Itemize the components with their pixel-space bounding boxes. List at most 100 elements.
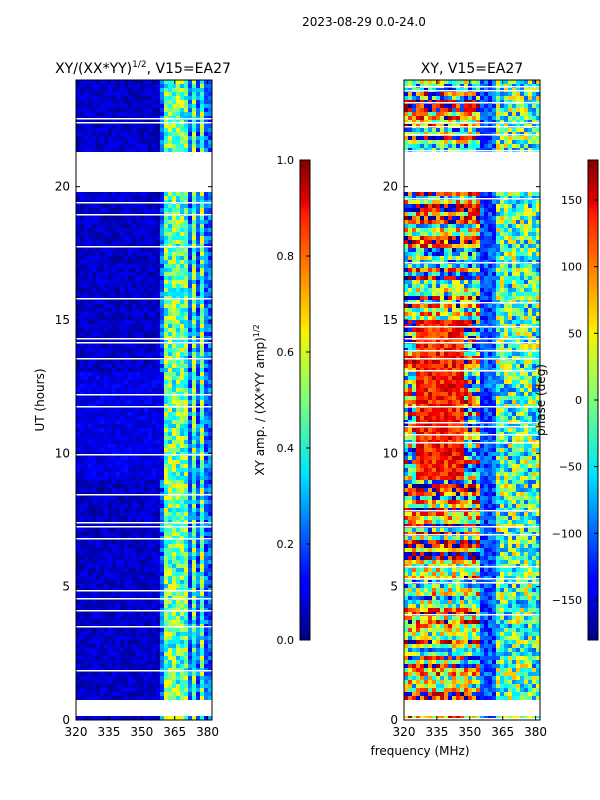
amplitude-heatmap-cell <box>168 216 173 221</box>
amplitude-heatmap-cell <box>96 440 101 445</box>
amplitude-heatmap-cell <box>132 516 137 521</box>
amplitude-heatmap-cell <box>84 364 89 369</box>
amplitude-heatmap-cell <box>136 504 141 509</box>
amplitude-heatmap-cell <box>120 328 125 333</box>
amplitude-heatmap-cell <box>184 308 189 313</box>
amplitude-heatmap-cell <box>196 232 201 237</box>
amplitude-heatmap-cell <box>144 364 149 369</box>
amplitude-heatmap-cell <box>76 696 81 701</box>
amplitude-heatmap-cell <box>120 304 125 309</box>
amplitude-heatmap-cell <box>168 84 173 89</box>
amplitude-heatmap-cell <box>128 228 133 233</box>
amplitude-heatmap-cell <box>200 324 205 329</box>
amplitude-heatmap-cell <box>160 548 165 553</box>
amplitude-heatmap-cell <box>144 456 149 461</box>
amplitude-heatmap-cell <box>196 80 201 85</box>
amplitude-heatmap-cell <box>116 292 121 297</box>
amplitude-heatmap-cell <box>120 688 125 693</box>
amplitude-heatmap-cell <box>96 216 101 221</box>
amplitude-heatmap-cell <box>164 364 169 369</box>
amplitude-heatmap-cell <box>116 516 121 521</box>
amplitude-heatmap-cell <box>200 468 205 473</box>
amplitude-heatmap-cell <box>128 572 133 577</box>
amplitude-heatmap-cell <box>200 112 205 117</box>
amplitude-heatmap-cell <box>204 420 209 425</box>
amplitude-heatmap-cell <box>208 272 212 277</box>
amplitude-heatmap-cell <box>136 460 141 465</box>
amplitude-heatmap-cell <box>124 544 129 549</box>
amplitude-heatmap-cell <box>192 664 197 669</box>
amplitude-heatmap-cell <box>168 496 173 501</box>
amplitude-heatmap-cell <box>208 456 212 461</box>
amplitude-heatmap-cell <box>148 500 153 505</box>
amplitude-heatmap-cell <box>76 136 81 141</box>
amplitude-heatmap-cell <box>156 564 161 569</box>
amplitude-heatmap-cell <box>108 684 113 689</box>
amplitude-heatmap-cell <box>204 516 209 521</box>
amplitude-heatmap-flag-line <box>76 202 212 204</box>
amplitude-heatmap-cell <box>112 236 117 241</box>
amplitude-heatmap-cell <box>108 448 113 453</box>
amplitude-heatmap-cell <box>160 80 165 85</box>
amplitude-heatmap-cell <box>96 564 101 569</box>
amplitude-heatmap-cell <box>124 528 129 533</box>
amplitude-heatmap-cell <box>132 508 137 513</box>
amplitude-heatmap-cell <box>180 508 185 513</box>
amplitude-heatmap-cell <box>84 484 89 489</box>
amplitude-heatmap-cell <box>136 580 141 585</box>
amplitude-heatmap-cell <box>172 584 177 589</box>
amplitude-heatmap-cell <box>80 252 85 257</box>
amplitude-heatmap-cell <box>168 652 173 657</box>
amplitude-heatmap-cell <box>176 128 181 133</box>
amplitude-heatmap-cell <box>96 412 101 417</box>
amplitude-heatmap-cell <box>104 368 109 373</box>
amplitude-heatmap-cell <box>160 484 165 489</box>
amplitude-heatmap-cell <box>148 364 153 369</box>
amplitude-heatmap-cell <box>148 352 153 357</box>
amplitude-heatmap-cell <box>116 556 121 561</box>
amplitude-heatmap-cell <box>108 80 113 85</box>
amplitude-heatmap-cell <box>80 480 85 485</box>
amplitude-heatmap-cell <box>116 456 121 461</box>
amplitude-heatmap-cell <box>136 532 141 537</box>
amplitude-heatmap-cell <box>176 280 181 285</box>
amplitude-heatmap-cell <box>100 636 105 641</box>
amplitude-heatmap-cell <box>100 544 105 549</box>
amplitude-heatmap-cell <box>120 604 125 609</box>
amplitude-heatmap-cell <box>180 548 185 553</box>
amplitude-heatmap-cell <box>84 512 89 517</box>
amplitude-heatmap-cell <box>180 128 185 133</box>
amplitude-heatmap-cell <box>116 260 121 265</box>
amplitude-heatmap-cell <box>100 472 105 477</box>
amplitude-heatmap-cell <box>124 660 129 665</box>
amplitude-heatmap-cell <box>136 344 141 349</box>
amplitude-heatmap-cell <box>136 652 141 657</box>
amplitude-heatmap-cell <box>116 616 121 621</box>
amplitude-heatmap-cell <box>124 436 129 441</box>
amplitude-heatmap-cell <box>104 664 109 669</box>
amplitude-heatmap-cell <box>200 284 205 289</box>
amplitude-heatmap-cell <box>164 612 169 617</box>
amplitude-heatmap-cell <box>136 476 141 481</box>
amplitude-heatmap-cell <box>196 572 201 577</box>
amplitude-heatmap-cell <box>152 716 157 720</box>
amplitude-heatmap-cell <box>108 344 113 349</box>
amplitude-heatmap-cell <box>108 260 113 265</box>
amplitude-heatmap-cell <box>156 576 161 581</box>
amplitude-heatmap-cell <box>124 380 129 385</box>
amplitude-heatmap-cell <box>108 348 113 353</box>
amplitude-heatmap-cell <box>152 640 157 645</box>
amplitude-heatmap-cell <box>204 144 209 149</box>
amplitude-heatmap-cell <box>168 448 173 453</box>
amplitude-heatmap-cell <box>100 304 105 309</box>
amplitude-heatmap-cell <box>156 644 161 649</box>
amplitude-heatmap-cell <box>196 276 201 281</box>
amplitude-heatmap-cell <box>80 416 85 421</box>
amplitude-heatmap-cell <box>208 360 212 365</box>
amplitude-heatmap-cell <box>148 100 153 105</box>
amplitude-heatmap-cell <box>156 228 161 233</box>
amplitude-heatmap-cell <box>116 380 121 385</box>
amplitude-heatmap-cell <box>172 628 177 633</box>
amplitude-heatmap-flag-line <box>76 526 212 528</box>
amplitude-heatmap-cell <box>164 348 169 353</box>
